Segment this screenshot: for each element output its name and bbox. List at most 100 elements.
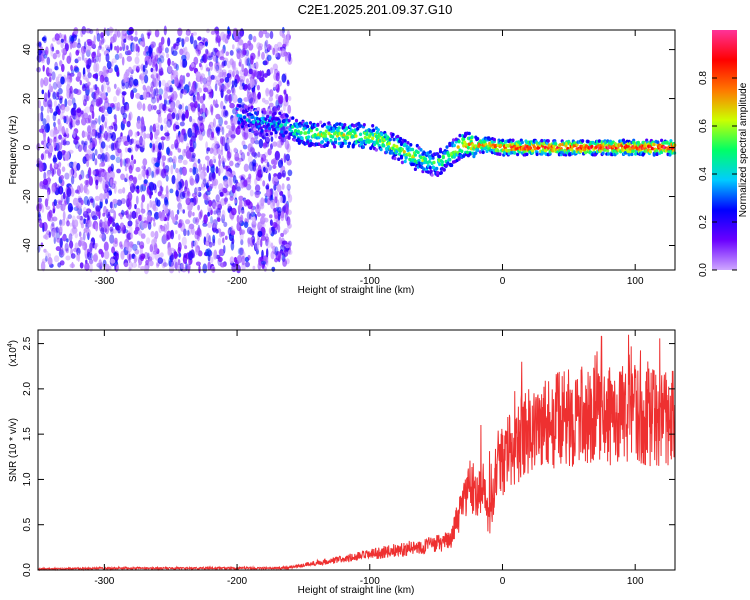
spectrogram-noise-cell — [166, 53, 170, 59]
spectrogram-noise-cell — [84, 179, 89, 186]
spectrogram-signal-cell — [583, 150, 588, 155]
spectrogram-noise-cell — [105, 144, 109, 151]
spectrogram-noise-cell — [96, 32, 101, 42]
spectrogram-noise-cell — [80, 169, 85, 180]
spectrogram-signal-cell — [379, 147, 383, 152]
spectrogram-noise-cell — [61, 235, 67, 241]
spectrogram-noise-cell — [100, 105, 105, 114]
spectrogram-noise-cell — [95, 168, 100, 176]
spectrogram-noise-cell — [191, 107, 196, 113]
spectrogram-noise-cell — [53, 121, 56, 128]
spectrogram-noise-cell — [106, 126, 113, 132]
y-tick-label: 2.5 — [22, 336, 33, 350]
x-tick-label: -300 — [94, 576, 114, 587]
spectrogram-noise-cell — [243, 97, 249, 102]
spectrogram-signal-cell — [432, 160, 436, 165]
spectrogram-noise-cell — [175, 113, 180, 121]
spectrogram-noise-cell — [255, 61, 259, 70]
spectrogram-noise-cell — [135, 66, 140, 73]
colorbar-ticks: 0.00.20.40.60.8 — [698, 71, 737, 277]
spectrogram-noise-cell — [138, 254, 142, 260]
spectrogram-signal-cell — [268, 110, 273, 115]
spectrogram-signal-cell — [451, 141, 455, 145]
spectrogram-signal-cell — [293, 135, 297, 139]
spectrogram-noise-cell — [170, 93, 175, 102]
spectrogram-noise-cell — [246, 226, 253, 235]
spectrogram-noise-cell — [173, 43, 176, 49]
spectrogram-noise-cell — [75, 49, 80, 56]
spectrogram-noise-cell — [58, 122, 62, 132]
spectrogram-noise-cell — [189, 115, 193, 123]
spectrogram-noise-cell — [106, 86, 111, 93]
spectrogram-noise-cell — [196, 91, 200, 101]
spectrogram-noise-cell — [92, 215, 98, 221]
spectrogram-noise-cell — [67, 202, 73, 213]
spectrogram-noise-cell — [273, 207, 277, 212]
spectrogram-noise-cell — [167, 65, 173, 73]
spectrogram-signal-cell — [586, 139, 590, 144]
spectrogram-noise-cell — [97, 153, 102, 160]
spectrogram-noise-cell — [223, 158, 227, 163]
spectrogram-noise-cell — [66, 89, 71, 99]
spectrogram-noise-cell — [42, 118, 47, 126]
spectrogram-noise-cell — [223, 71, 227, 78]
spectrogram-signal-cell — [370, 139, 374, 143]
spectrogram-noise-cell — [215, 64, 220, 74]
spectrogram-signal-cell — [428, 166, 432, 170]
spectrogram-noise-cell — [151, 51, 156, 58]
spectrogram-noise-cell — [86, 64, 91, 70]
spectrogram-signal-cell — [393, 156, 397, 161]
spectrogram-noise-cell — [90, 120, 97, 130]
spectrogram-noise-cell — [91, 51, 96, 59]
spectrogram-noise-cell — [182, 89, 188, 95]
spectrogram-noise-cell — [183, 132, 188, 142]
spectrogram-signal-cell — [398, 152, 402, 156]
spectrogram-noise-cell — [166, 100, 172, 105]
spectrogram-noise-cell — [101, 227, 108, 233]
spectrogram-signal-cell — [546, 139, 550, 143]
spectrogram-noise-cell — [147, 252, 150, 260]
spectrogram-noise-cell — [215, 30, 220, 37]
spectrogram-noise-cell — [237, 161, 241, 166]
y-tick-label: 0.0 — [22, 563, 33, 577]
spectrogram-noise-cell — [98, 53, 101, 63]
spectrogram-noise-cell — [197, 186, 202, 192]
spectrogram-noise-cell — [261, 97, 266, 103]
spectrogram-noise-cell — [57, 142, 63, 151]
spectrogram-noise-cell — [226, 125, 232, 129]
spectrogram-noise-cell — [59, 227, 63, 233]
spectrogram-noise-cell — [205, 155, 210, 161]
spectrogram-noise-cell — [177, 27, 183, 37]
spectrogram-noise-cell — [78, 239, 82, 247]
spectrogram-noise-cell — [69, 169, 73, 177]
spectrogram-noise-cell — [148, 260, 154, 267]
spectrogram-noise-cell — [277, 224, 281, 233]
spectrogram-noise-cell — [208, 176, 211, 182]
spectrogram-noise-cell — [147, 221, 152, 230]
spectrogram-noise-cell — [191, 126, 195, 132]
spectrogram-noise-cell — [184, 46, 188, 56]
spectrogram-noise-cell — [231, 60, 235, 70]
spectrogram-noise-cell — [180, 262, 185, 270]
spectrogram-noise-cell — [85, 189, 90, 195]
spectrogram-signal-cell — [316, 122, 320, 127]
spectrogram-noise-cell — [124, 147, 128, 153]
spectrogram-noise-cell — [55, 76, 60, 85]
spectrogram-noise-cell — [259, 77, 265, 83]
spectrogram-noise-cell — [192, 96, 197, 103]
snr-x-label: Height of straight line (km) — [298, 585, 415, 596]
spectrogram-noise-cell — [69, 40, 73, 50]
spectrogram-noise-cell — [122, 119, 127, 125]
spectrogram-signal-cell — [319, 120, 323, 125]
spectrogram-noise-cell — [86, 39, 92, 44]
spectrogram-noise-cell — [92, 169, 96, 176]
spectrogram-noise-cell — [51, 187, 55, 194]
spectrogram-noise-cell — [288, 95, 292, 102]
spectrogram-signal-cell — [438, 162, 442, 167]
spectrogram-noise-cell — [36, 203, 42, 212]
spectrogram-noise-cell — [181, 38, 185, 48]
spectrogram-signal-cell — [260, 129, 264, 133]
spectrogram-noise-cell — [224, 94, 230, 102]
spectrogram-signal-cell — [652, 142, 656, 147]
